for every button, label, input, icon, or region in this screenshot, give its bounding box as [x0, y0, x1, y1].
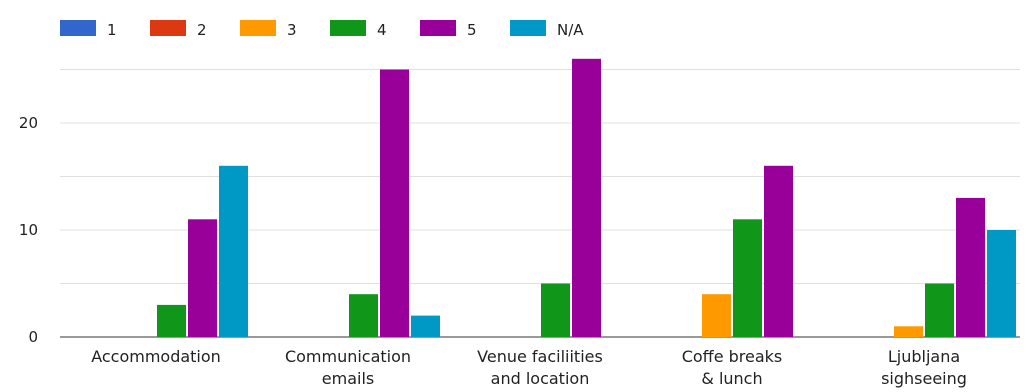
bar: [219, 165, 248, 337]
legend-swatch: [240, 20, 276, 36]
legend-item: 4: [330, 20, 387, 39]
bar: [349, 294, 378, 337]
legend-swatch: [420, 20, 456, 36]
legend-item: 1: [60, 20, 117, 39]
legend-label: N/A: [557, 21, 584, 39]
bars: [157, 58, 1016, 338]
y-tick-label: 10: [19, 221, 38, 239]
legend-label: 1: [107, 21, 117, 39]
bar: [188, 219, 217, 337]
y-tick-label: 0: [28, 328, 38, 346]
category-label: Communication emails: [285, 347, 411, 388]
legend-label: 4: [377, 21, 387, 39]
bar: [733, 219, 762, 337]
bar: [411, 315, 440, 337]
y-tick-label: 20: [19, 114, 38, 132]
legend-item: N/A: [510, 20, 584, 39]
legend-label: 5: [467, 21, 477, 39]
bar: [764, 165, 793, 337]
bar: [956, 197, 985, 337]
legend-item: 3: [240, 20, 297, 39]
bar: [987, 230, 1016, 337]
bar: [572, 58, 601, 338]
legend-swatch: [150, 20, 186, 36]
bar: [702, 294, 731, 337]
legend: 1 2 3 4 5 N/A: [60, 20, 584, 39]
category-label: Coffe breaks & lunch: [682, 347, 783, 388]
bar: [925, 283, 954, 337]
y-axis-ticks: 0 10 20: [19, 114, 38, 346]
category-label: Ljubljana sighseeing: [881, 347, 967, 388]
bar: [380, 69, 409, 337]
bar: [157, 304, 186, 337]
x-axis-categories: Accommodation Communication emails Venue fa…: [91, 347, 967, 388]
legend-item: 2: [150, 20, 207, 39]
legend-swatch: [330, 20, 366, 36]
legend-label: 3: [287, 21, 297, 39]
legend-swatch: [510, 20, 546, 36]
category-label: Venue faciliities and location: [477, 347, 603, 388]
legend-label: 2: [197, 21, 207, 39]
legend-swatch: [60, 20, 96, 36]
category-label: Accommodation: [91, 347, 221, 366]
legend-item: 5: [420, 20, 477, 39]
bar: [541, 283, 570, 337]
bar: [894, 326, 923, 337]
